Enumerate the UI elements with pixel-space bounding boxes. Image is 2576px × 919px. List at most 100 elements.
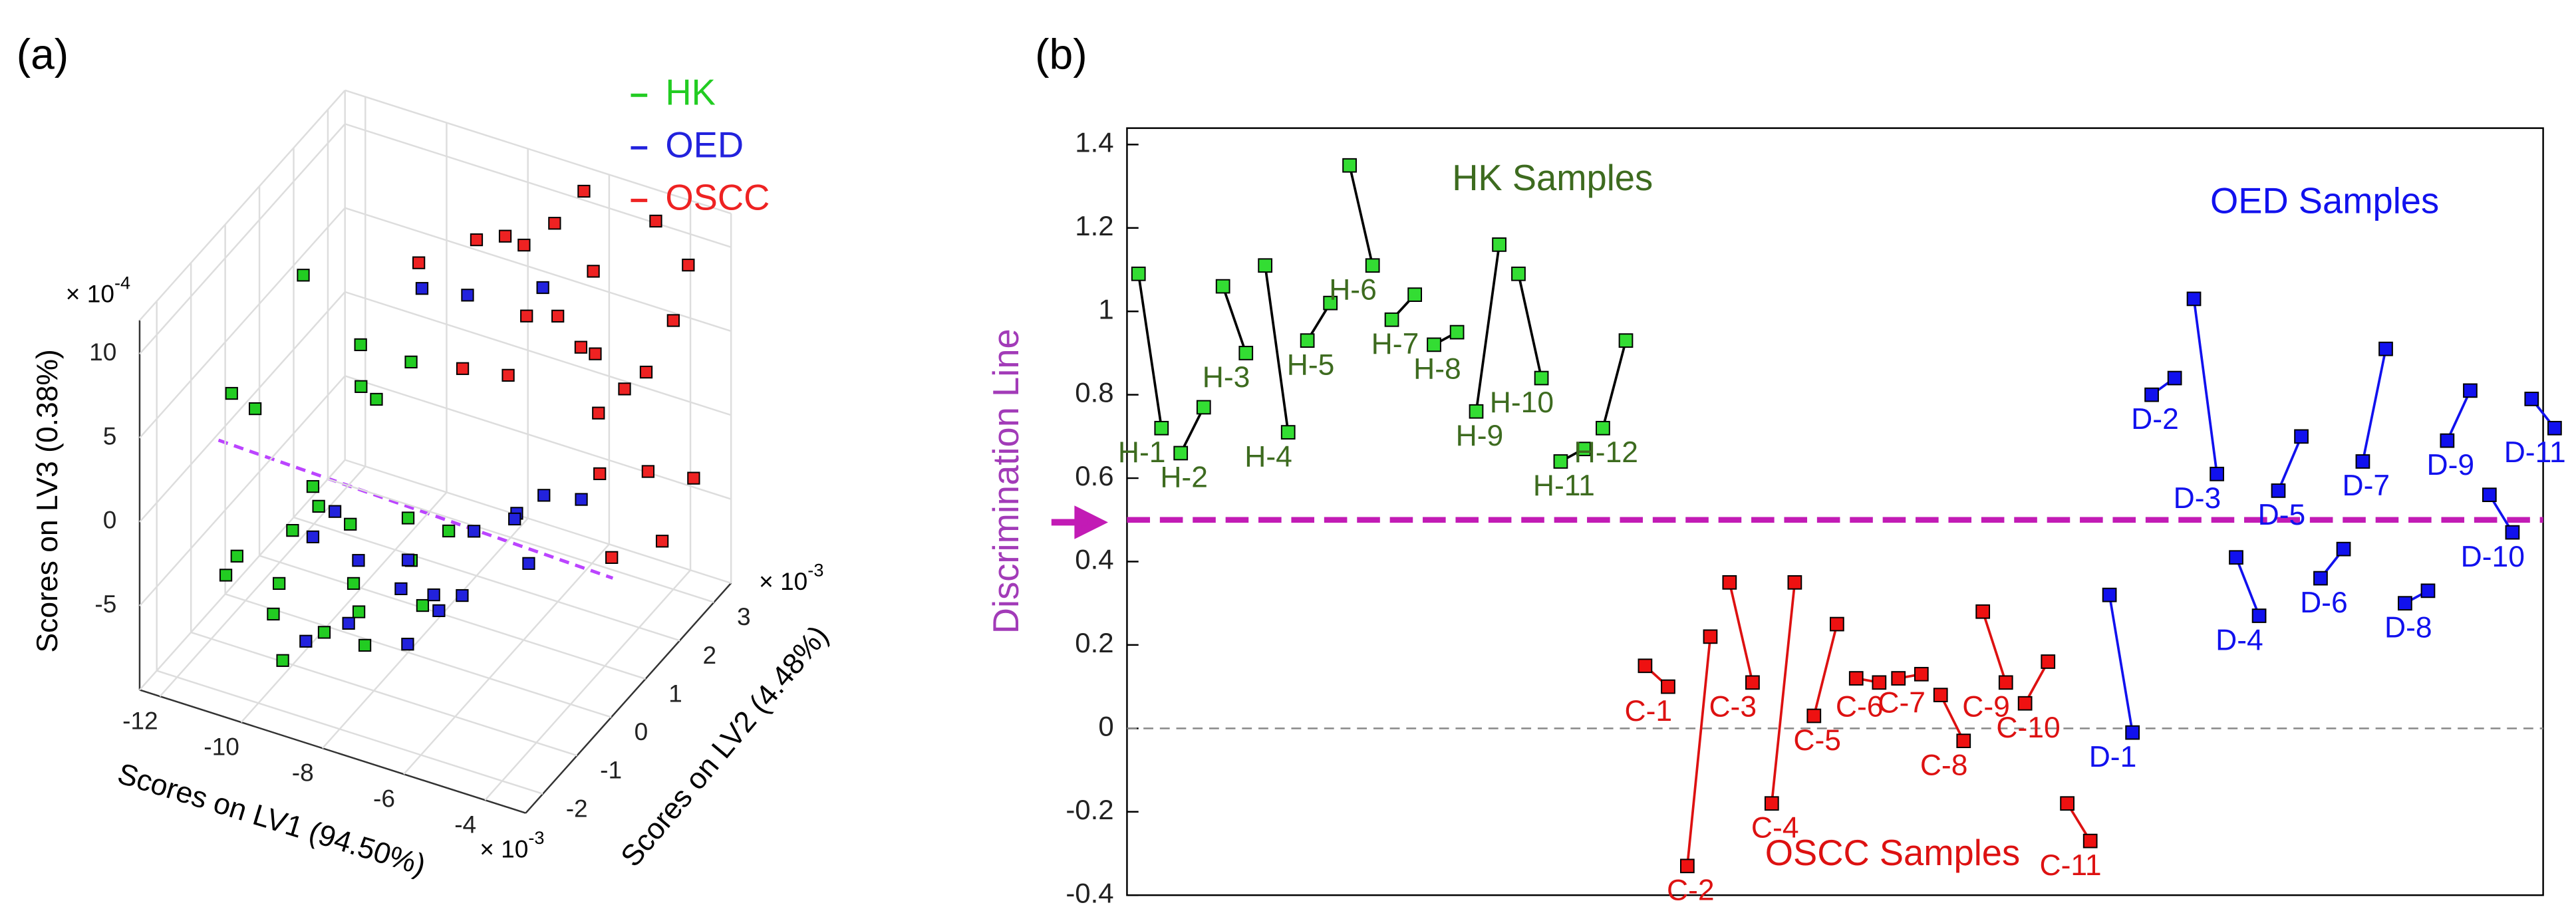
y-tick-label: 2 (703, 641, 717, 669)
point (317, 626, 331, 639)
point (1492, 237, 1506, 252)
point (467, 525, 481, 538)
point (587, 265, 600, 278)
point (1258, 258, 1273, 273)
point (306, 479, 320, 493)
point (1154, 420, 1169, 436)
grid-line (225, 593, 612, 718)
point (352, 554, 365, 567)
box-edge (139, 90, 346, 321)
point (358, 638, 372, 652)
point (401, 638, 414, 651)
grid-line (240, 491, 448, 723)
point (2378, 341, 2393, 356)
point (2251, 608, 2267, 623)
point (401, 553, 415, 567)
point-label: D-5 (2258, 499, 2306, 531)
grid-line (403, 543, 610, 775)
point (618, 382, 631, 396)
point-label: C-8 (1920, 749, 1968, 781)
pair-line (1221, 285, 1248, 354)
point (1956, 733, 1971, 749)
point-label: C-1 (1625, 695, 1673, 727)
grid-line (139, 207, 346, 439)
point-label: H-2 (1160, 461, 1208, 494)
point (427, 588, 440, 602)
point (2271, 483, 2286, 498)
point (1596, 420, 1610, 436)
point (1829, 616, 1844, 632)
point-label: D-10 (2461, 541, 2525, 573)
y-tick-label: 0.8 (1075, 377, 1113, 408)
box-edge (139, 459, 346, 691)
point-label: H-3 (1203, 361, 1250, 394)
point (666, 314, 680, 327)
y-tick-label: 1.2 (1075, 210, 1113, 241)
point (1703, 629, 1718, 644)
scale-exponent: -4 (114, 272, 130, 293)
point (1384, 312, 1399, 327)
x-tick-label: -6 (373, 784, 395, 812)
point (299, 634, 313, 648)
point (2229, 550, 2243, 565)
axis-line (525, 583, 732, 814)
point (456, 362, 470, 375)
point (352, 605, 366, 618)
point (2102, 587, 2117, 602)
point (1872, 675, 1887, 690)
pair-line (1475, 244, 1501, 412)
point (551, 309, 565, 323)
point (589, 347, 602, 360)
pair-line (1770, 582, 1796, 804)
point (1511, 266, 1526, 281)
point (328, 505, 342, 518)
pair-line (1686, 636, 1712, 866)
point (347, 577, 360, 591)
point-label: D-8 (2384, 611, 2432, 644)
point (1365, 258, 1380, 273)
y-axis-label: Scores on LV2 (4.48%) (615, 620, 835, 873)
point (1131, 266, 1146, 281)
point (2463, 383, 2478, 398)
point (1576, 442, 1591, 457)
point (2336, 541, 2351, 557)
point (2505, 525, 2520, 540)
point (1342, 158, 1357, 173)
point (1449, 325, 1465, 340)
point (2482, 487, 2497, 503)
point (655, 535, 669, 548)
point (355, 380, 368, 393)
grid-line (259, 555, 646, 680)
legend-label: OED (665, 125, 744, 166)
point (2144, 387, 2159, 402)
point (416, 598, 430, 612)
point (2420, 583, 2436, 598)
point (548, 217, 561, 230)
point (1469, 404, 1484, 419)
point-label: D-11 (2504, 436, 2566, 469)
point-label: C-4 (1751, 811, 1799, 844)
point (1679, 858, 1695, 874)
box-edge (345, 89, 732, 215)
y-tick-label: 1 (1098, 293, 1113, 325)
point (2060, 796, 2075, 811)
point (574, 340, 588, 354)
scale-base: × 10 (759, 567, 807, 595)
point (649, 214, 662, 228)
grid-line (139, 375, 346, 606)
point (687, 471, 700, 485)
x-tick-label: -4 (454, 810, 476, 838)
point (404, 355, 418, 368)
point (344, 517, 357, 531)
point (2294, 429, 2309, 444)
point (1215, 279, 1230, 294)
point (1618, 333, 1634, 348)
point (461, 289, 474, 302)
point (641, 465, 655, 478)
point (1764, 796, 1779, 811)
point (508, 512, 521, 526)
point (1891, 671, 1906, 686)
point (1427, 337, 1441, 352)
point (230, 549, 243, 563)
